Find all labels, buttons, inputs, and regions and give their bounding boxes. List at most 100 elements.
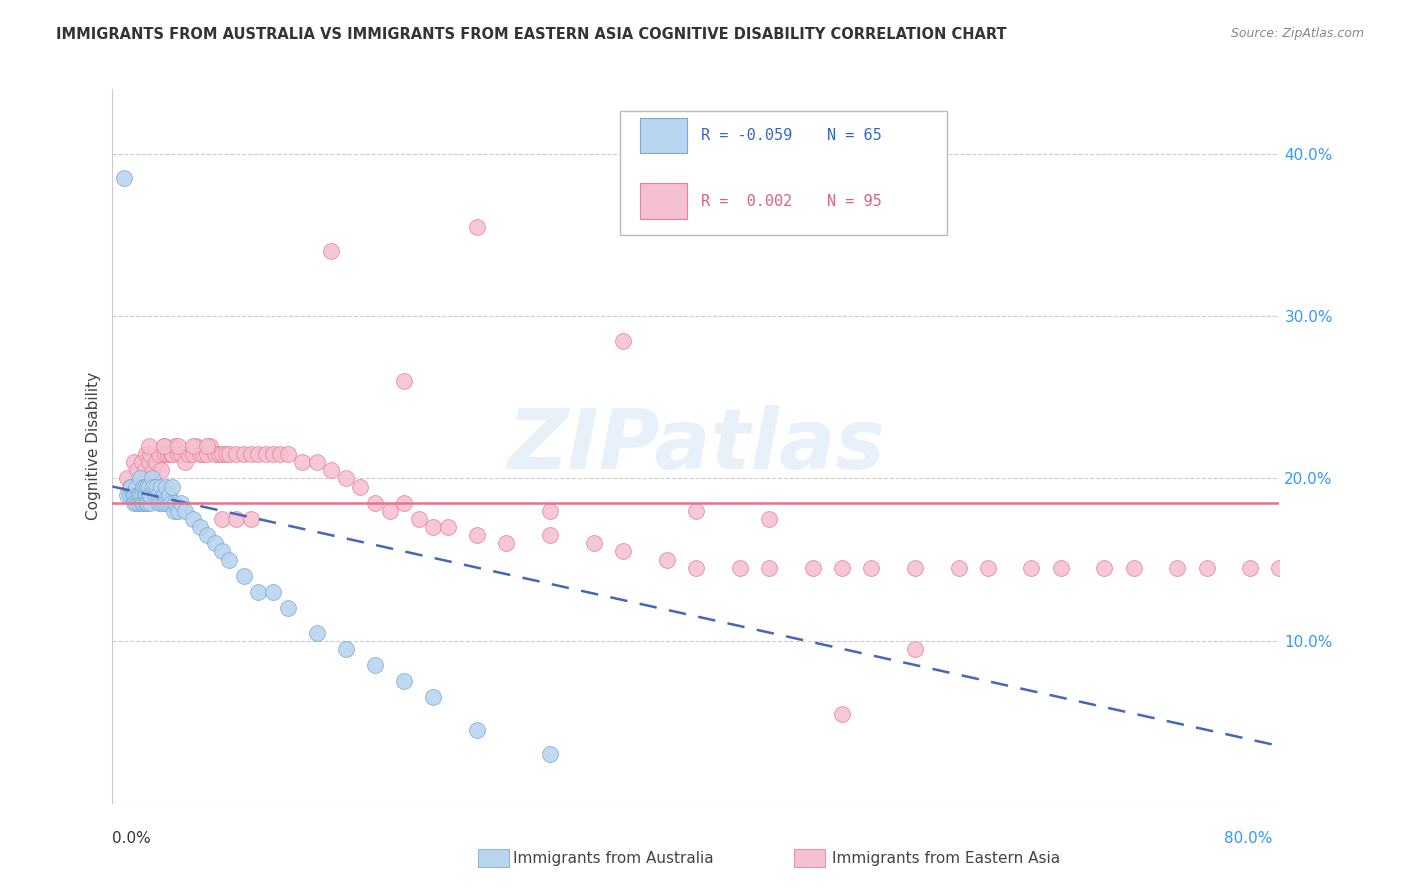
Point bbox=[138, 455, 160, 469]
Point bbox=[162, 479, 184, 493]
Point bbox=[538, 528, 561, 542]
Point bbox=[138, 439, 160, 453]
Point bbox=[131, 496, 153, 510]
Point bbox=[335, 641, 357, 656]
Point bbox=[218, 447, 240, 461]
Point bbox=[392, 374, 416, 388]
Point bbox=[859, 560, 883, 574]
Point bbox=[685, 560, 707, 574]
Point bbox=[184, 439, 207, 453]
FancyBboxPatch shape bbox=[640, 118, 686, 153]
FancyBboxPatch shape bbox=[620, 111, 946, 235]
Point bbox=[163, 504, 186, 518]
Point bbox=[139, 447, 162, 461]
Point bbox=[135, 496, 157, 510]
Text: Source: ZipAtlas.com: Source: ZipAtlas.com bbox=[1230, 27, 1364, 40]
Point bbox=[204, 536, 226, 550]
Point bbox=[437, 520, 460, 534]
Point bbox=[225, 512, 247, 526]
Point bbox=[160, 496, 183, 510]
Point bbox=[141, 471, 163, 485]
Point bbox=[422, 520, 444, 534]
Point bbox=[392, 496, 416, 510]
Point bbox=[612, 544, 634, 558]
Point bbox=[204, 447, 226, 461]
Point bbox=[1166, 560, 1188, 574]
Point bbox=[276, 601, 298, 615]
Point bbox=[465, 220, 488, 235]
Point bbox=[167, 447, 190, 461]
Point bbox=[188, 447, 211, 461]
Point bbox=[305, 625, 328, 640]
Point bbox=[143, 488, 166, 502]
FancyBboxPatch shape bbox=[640, 184, 686, 219]
Point bbox=[127, 463, 149, 477]
Point bbox=[157, 488, 180, 502]
Point bbox=[335, 471, 357, 485]
Point bbox=[152, 439, 174, 453]
Point bbox=[831, 560, 853, 574]
Point bbox=[195, 447, 218, 461]
Point bbox=[128, 496, 150, 510]
Point bbox=[582, 536, 605, 550]
Point bbox=[538, 747, 561, 761]
Point bbox=[1195, 560, 1218, 574]
Point bbox=[465, 528, 488, 542]
Point bbox=[181, 447, 204, 461]
Point bbox=[758, 512, 780, 526]
Point bbox=[153, 447, 176, 461]
Point bbox=[134, 479, 156, 493]
Point bbox=[132, 496, 155, 510]
Point bbox=[728, 560, 751, 574]
Point bbox=[321, 463, 343, 477]
Point bbox=[156, 447, 179, 461]
Point bbox=[124, 455, 146, 469]
Point bbox=[948, 560, 970, 574]
Point bbox=[148, 496, 170, 510]
Point bbox=[138, 479, 160, 493]
Text: ZIPatlas: ZIPatlas bbox=[508, 406, 884, 486]
Point bbox=[276, 447, 298, 461]
Point bbox=[1049, 560, 1071, 574]
Point bbox=[408, 512, 430, 526]
Point bbox=[195, 439, 218, 453]
Point bbox=[321, 244, 343, 259]
Point bbox=[124, 488, 146, 502]
Point bbox=[131, 488, 153, 502]
Point bbox=[200, 439, 222, 453]
Y-axis label: Cognitive Disability: Cognitive Disability bbox=[86, 372, 101, 520]
Point bbox=[177, 447, 200, 461]
Point bbox=[115, 488, 138, 502]
Point bbox=[142, 463, 165, 477]
Point bbox=[138, 488, 160, 502]
Point bbox=[134, 463, 156, 477]
Point bbox=[148, 447, 170, 461]
Text: IMMIGRANTS FROM AUSTRALIA VS IMMIGRANTS FROM EASTERN ASIA COGNITIVE DISABILITY C: IMMIGRANTS FROM AUSTRALIA VS IMMIGRANTS … bbox=[56, 27, 1007, 42]
Point bbox=[612, 334, 634, 348]
Point bbox=[146, 488, 169, 502]
Point bbox=[124, 496, 146, 510]
Point bbox=[156, 496, 179, 510]
Point bbox=[904, 641, 927, 656]
Point bbox=[135, 488, 157, 502]
Point bbox=[129, 471, 152, 485]
Point bbox=[152, 488, 174, 502]
Point bbox=[191, 447, 214, 461]
Point bbox=[364, 496, 387, 510]
Point bbox=[181, 512, 204, 526]
Point bbox=[215, 447, 238, 461]
Point bbox=[538, 504, 561, 518]
Point bbox=[112, 171, 135, 186]
Text: R =  0.002: R = 0.002 bbox=[700, 194, 792, 209]
Text: 80.0%: 80.0% bbox=[1225, 831, 1272, 846]
Text: N = 65: N = 65 bbox=[827, 128, 882, 143]
Point bbox=[262, 585, 284, 599]
Point bbox=[392, 674, 416, 689]
Point bbox=[904, 560, 927, 574]
Point bbox=[685, 504, 707, 518]
Point bbox=[174, 504, 197, 518]
Point bbox=[262, 447, 284, 461]
Point bbox=[128, 488, 150, 502]
Point bbox=[211, 544, 233, 558]
Point bbox=[160, 447, 183, 461]
